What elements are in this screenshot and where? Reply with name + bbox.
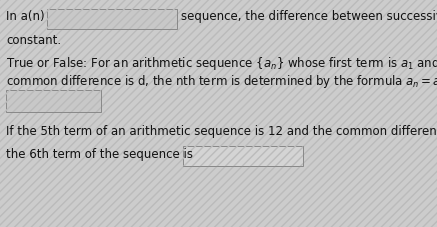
Text: constant.: constant. [6,34,61,47]
Text: common difference is d, the nth term is determined by the formula $a_n = a_1 + n: common difference is d, the nth term is … [6,73,437,90]
Text: the 6th term of the sequence is: the 6th term of the sequence is [6,148,193,161]
Text: True or False: For an arithmetic sequence $\{a_n\}$ whose first term is $a_1$ an: True or False: For an arithmetic sequenc… [6,55,437,72]
Bar [6,90,101,112]
Bar [6,90,101,112]
Bar [183,146,303,166]
Bar [47,9,177,29]
Text: If the 5th term of an arithmetic sequence is 12 and the common difference is 5, : If the 5th term of an arithmetic sequenc… [6,125,437,138]
Bar [47,9,177,29]
Text: sequence, the difference between successive terms is a: sequence, the difference between success… [181,10,437,23]
Bar [183,146,303,166]
Text: In a(n): In a(n) [6,10,45,23]
